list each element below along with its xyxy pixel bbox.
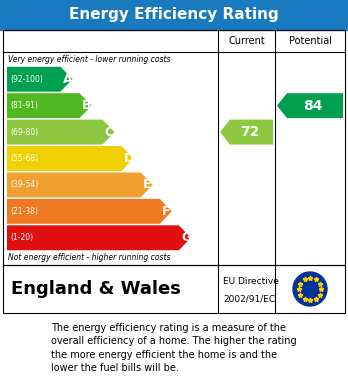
Text: A: A [63, 73, 72, 86]
Text: G: G [181, 231, 191, 244]
Polygon shape [7, 67, 72, 91]
Text: D: D [124, 152, 134, 165]
Text: Not energy efficient - higher running costs: Not energy efficient - higher running co… [8, 253, 171, 262]
Text: B: B [81, 99, 91, 112]
Text: The energy efficiency rating is a measure of the
overall efficiency of a home. T: The energy efficiency rating is a measur… [51, 323, 297, 373]
Text: (81-91): (81-91) [10, 101, 38, 110]
Text: (69-80): (69-80) [10, 127, 38, 136]
Text: (39-54): (39-54) [10, 180, 38, 189]
Text: EU Directive: EU Directive [223, 277, 279, 286]
Text: Very energy efficient - lower running costs: Very energy efficient - lower running co… [8, 54, 171, 63]
Text: (92-100): (92-100) [10, 75, 43, 84]
Text: E: E [143, 178, 151, 192]
Polygon shape [220, 120, 273, 145]
Polygon shape [7, 199, 172, 224]
Text: 84: 84 [303, 99, 323, 113]
Text: England & Wales: England & Wales [11, 280, 181, 298]
Polygon shape [7, 120, 114, 145]
Text: (55-68): (55-68) [10, 154, 38, 163]
Text: 2002/91/EC: 2002/91/EC [223, 294, 275, 303]
Bar [0, 0, 348, 30]
Text: F: F [162, 205, 170, 218]
Text: 72: 72 [240, 125, 259, 139]
Polygon shape [7, 172, 153, 197]
Polygon shape [7, 93, 92, 118]
Text: (1-20): (1-20) [10, 233, 33, 242]
Text: Potential: Potential [288, 36, 332, 46]
Bar [3, 265, 345, 313]
Polygon shape [7, 146, 134, 171]
Circle shape [293, 272, 327, 306]
Bar [3, 30, 345, 265]
Polygon shape [7, 225, 191, 250]
Polygon shape [277, 93, 343, 118]
Text: (21-38): (21-38) [10, 207, 38, 216]
Text: Current: Current [228, 36, 265, 46]
Text: C: C [104, 126, 114, 138]
Text: Energy Efficiency Rating: Energy Efficiency Rating [69, 7, 279, 23]
